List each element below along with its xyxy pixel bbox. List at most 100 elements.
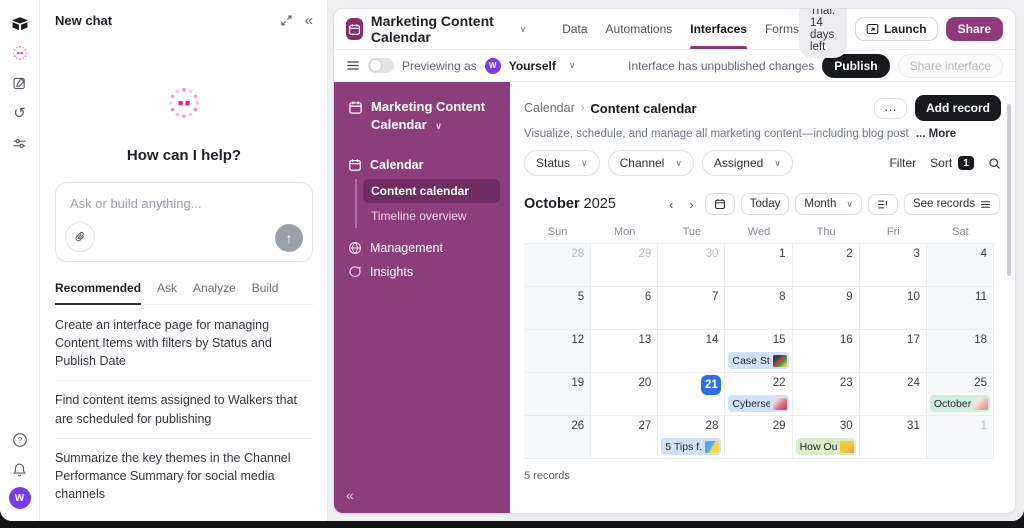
sidebar-item-insights[interactable]: Insights — [344, 260, 500, 284]
prev-month-icon[interactable]: ‹ — [669, 196, 674, 212]
filter-assigned[interactable]: Assigned ∨ — [701, 150, 793, 176]
day-cell[interactable]: 26 — [524, 416, 592, 459]
collapse-panel-icon[interactable]: « — [304, 12, 313, 29]
expand-icon[interactable] — [280, 14, 293, 27]
calendar-event[interactable]: October... — [929, 395, 990, 412]
trial-badge[interactable]: Trial: 14 days left — [798, 9, 847, 58]
base-calendar-icon[interactable] — [346, 18, 363, 40]
filter-channel[interactable]: Channel ∨ — [607, 150, 694, 176]
today-button[interactable]: Today — [740, 193, 790, 215]
day-cell[interactable]: 11 — [926, 287, 994, 330]
see-records-button[interactable]: See records — [903, 193, 1000, 215]
send-button[interactable]: ↑ — [275, 224, 303, 252]
calendar-event[interactable]: Case St... — [728, 352, 789, 369]
tab-forms[interactable]: Forms — [764, 22, 799, 36]
day-cell[interactable]: 20 — [591, 373, 659, 416]
sidebar-item-calendar[interactable]: Calendar — [344, 153, 500, 177]
day-cell[interactable]: 4 — [926, 244, 994, 287]
sidebar-item-content-calendar[interactable]: Content calendar — [363, 179, 500, 204]
more-link[interactable]: ... More — [915, 128, 957, 140]
tab-interfaces[interactable]: Interfaces — [690, 9, 747, 49]
day-cell[interactable]: 29 — [591, 244, 659, 287]
launch-button[interactable]: Launch — [854, 17, 938, 41]
day-cell[interactable]: 18 — [926, 330, 994, 373]
breadcrumb-parent[interactable]: Calendar — [524, 101, 575, 115]
day-cell[interactable]: 6 — [591, 287, 659, 330]
day-cell[interactable]: 29 — [725, 416, 793, 459]
sidebar-collapse-icon[interactable]: « — [346, 487, 354, 503]
add-record-button[interactable]: Add record — [914, 95, 1001, 121]
calendar-event[interactable]: Cyberse... — [728, 395, 789, 412]
day-cell[interactable]: 14 — [658, 330, 726, 373]
menu-hamburger-icon[interactable] — [346, 60, 360, 71]
sidebar-item-timeline-overview[interactable]: Timeline overview — [371, 209, 467, 224]
day-cell[interactable]: 1 — [926, 416, 994, 459]
sidebar-app-header[interactable]: Marketing Content Calendar ∨ — [344, 98, 500, 133]
tab-analyze[interactable]: Analyze — [193, 281, 236, 295]
customize-fields-button[interactable] — [867, 193, 898, 215]
share-button[interactable]: Share — [945, 17, 1003, 41]
attach-button[interactable] — [65, 222, 95, 252]
tab-ask[interactable]: Ask — [157, 281, 178, 295]
day-cell[interactable]: 9 — [792, 287, 860, 330]
view-select[interactable]: Month ∨ — [795, 193, 862, 215]
day-cell[interactable]: 12 — [524, 330, 592, 373]
compose-icon[interactable] — [7, 70, 33, 96]
suggestion-item[interactable]: Create an interface page for managing Co… — [55, 306, 313, 382]
tab-recommended[interactable]: Recommended — [55, 281, 142, 305]
event-title: October... — [933, 397, 971, 410]
tab-build[interactable]: Build — [251, 281, 279, 295]
user-avatar[interactable]: W — [8, 487, 31, 509]
day-cell[interactable]: 1 — [725, 244, 793, 287]
more-options-button[interactable]: … — [873, 97, 907, 119]
notifications-bell-icon[interactable] — [7, 457, 33, 483]
filter-button[interactable]: Filter — [889, 156, 917, 170]
day-cell[interactable]: 17 — [859, 330, 927, 373]
day-cell[interactable]: 3 — [859, 244, 927, 287]
app-title[interactable]: Marketing Content Calendar — [370, 13, 494, 45]
tab-data[interactable]: Data — [562, 22, 588, 36]
day-cell[interactable]: 21 — [658, 373, 726, 416]
day-cell[interactable]: 19 — [524, 373, 592, 416]
airtable-logo-icon[interactable] — [7, 10, 33, 36]
filter-status[interactable]: Status ∨ — [524, 150, 600, 176]
preview-toggle[interactable] — [368, 58, 394, 73]
day-cell[interactable]: 5 — [524, 287, 592, 330]
day-cell[interactable]: 23 — [792, 373, 860, 416]
day-cell[interactable]: 28 — [524, 244, 592, 287]
history-icon[interactable]: ↺ — [13, 105, 26, 122]
day-cell[interactable]: 7 — [658, 287, 726, 330]
tab-automations[interactable]: Automations — [605, 22, 673, 36]
date-picker-button[interactable] — [704, 193, 735, 215]
next-month-icon[interactable]: › — [689, 196, 694, 212]
suggestion-item[interactable]: Find content items assigned to Walkers t… — [55, 381, 313, 439]
day-cell[interactable]: 22Cyberse... — [725, 373, 793, 416]
chat-input[interactable] — [68, 195, 303, 212]
day-cell[interactable]: 13 — [591, 330, 659, 373]
share-interface-button[interactable]: Share interface — [897, 53, 1003, 78]
day-cell[interactable]: 27 — [591, 416, 659, 459]
sidebar-item-management[interactable]: Management — [344, 236, 500, 260]
preview-user[interactable]: Yourself — [508, 58, 556, 73]
scrollbar[interactable] — [1007, 104, 1011, 276]
calendar-event[interactable]: How Ou... — [795, 438, 856, 455]
day-cell[interactable]: 30 — [658, 244, 726, 287]
day-cell[interactable]: 2 — [792, 244, 860, 287]
day-cell[interactable]: 10 — [859, 287, 927, 330]
day-cell[interactable]: 16 — [792, 330, 860, 373]
day-cell[interactable]: 8 — [725, 287, 793, 330]
calendar-event[interactable]: 5 Tips f... — [661, 438, 722, 455]
omni-ai-icon[interactable] — [7, 40, 33, 66]
day-number: 19 — [571, 377, 585, 389]
sort-button[interactable]: Sort 1 — [930, 156, 974, 170]
sliders-icon[interactable] — [7, 130, 33, 156]
day-cell[interactable]: 24 — [859, 373, 927, 416]
help-icon[interactable]: ? — [7, 427, 33, 453]
search-icon[interactable] — [988, 157, 1001, 170]
day-cell[interactable]: 31 — [859, 416, 927, 459]
suggestion-item[interactable]: Summarize the key themes in the Channel … — [55, 450, 291, 501]
